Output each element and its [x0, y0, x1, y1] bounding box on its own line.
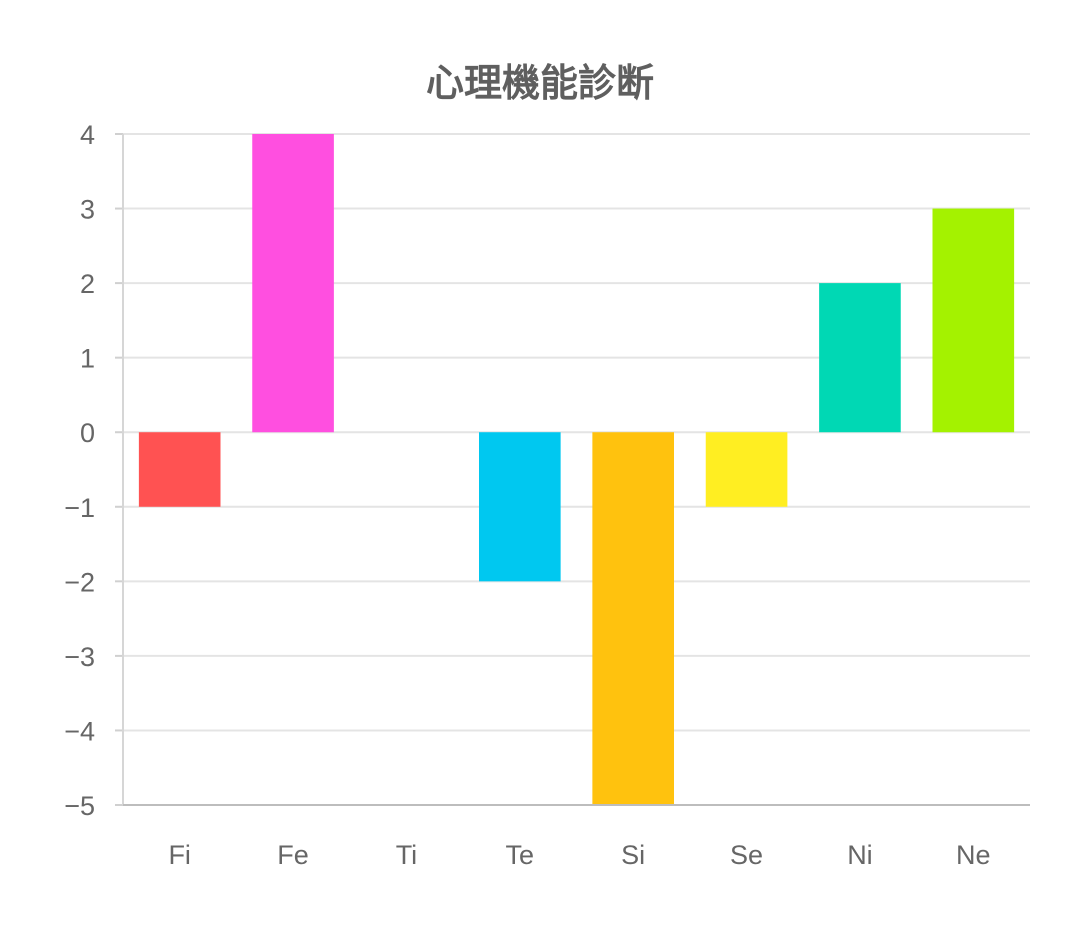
bar-se[interactable]: [705, 432, 788, 507]
bars: [138, 134, 1015, 805]
bar-te[interactable]: [478, 432, 561, 582]
y-tick-label: 4: [80, 120, 95, 150]
bar-si[interactable]: [592, 432, 675, 805]
chart-title: 心理機能診断: [425, 61, 654, 105]
x-tick-label: Fe: [277, 840, 309, 870]
y-tick-label: −1: [64, 493, 95, 523]
x-tick-label: Ti: [396, 840, 418, 870]
y-tick-label: −3: [64, 642, 95, 672]
bar-ne[interactable]: [932, 208, 1015, 433]
bar-fi[interactable]: [138, 432, 221, 507]
y-tick-label: 0: [80, 418, 95, 448]
x-tick-label: Ni: [847, 840, 873, 870]
x-tick-label: Te: [506, 840, 535, 870]
y-tick-label: 1: [80, 344, 95, 374]
x-tick-label: Fi: [168, 840, 191, 870]
x-tick-labels: Fi Fe Ti Te Si Se Ni Ne: [168, 840, 990, 870]
bar-fe[interactable]: [252, 134, 334, 433]
bar-ni[interactable]: [819, 283, 901, 433]
y-tick-labels: 4 3 2 1 0 −1 −2 −3 −4 −5: [64, 120, 95, 821]
y-tick-label: 2: [80, 269, 95, 299]
x-tick-label: Se: [730, 840, 763, 870]
x-tick-label: Ne: [956, 840, 991, 870]
y-tick-label: −2: [64, 567, 95, 597]
y-tick-label: −5: [64, 791, 95, 821]
y-tick-label: 3: [80, 195, 95, 225]
axes: [115, 133, 1030, 806]
x-tick-label: Si: [621, 840, 645, 870]
y-tick-label: −4: [64, 716, 95, 746]
